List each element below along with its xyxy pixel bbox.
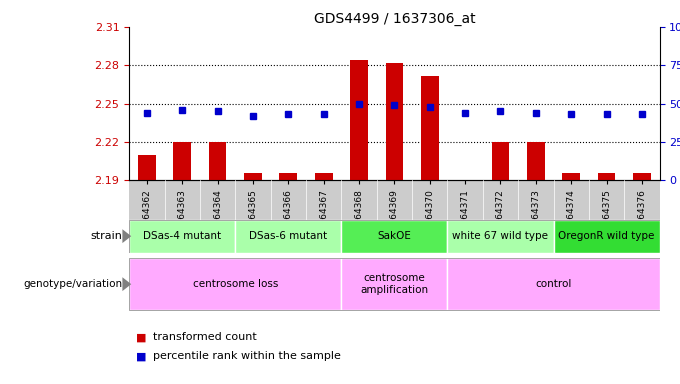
Text: centrosome loss: centrosome loss bbox=[192, 279, 278, 289]
Text: SakOE: SakOE bbox=[377, 231, 411, 241]
Bar bbox=[173, 142, 191, 180]
Title: GDS4499 / 1637306_at: GDS4499 / 1637306_at bbox=[313, 12, 475, 26]
Bar bbox=[562, 173, 580, 180]
Bar bbox=[279, 173, 297, 180]
Text: percentile rank within the sample: percentile rank within the sample bbox=[153, 351, 341, 361]
FancyBboxPatch shape bbox=[447, 220, 554, 253]
Text: OregonR wild type: OregonR wild type bbox=[558, 231, 655, 241]
Text: DSas-6 mutant: DSas-6 mutant bbox=[250, 231, 327, 241]
Bar bbox=[598, 173, 615, 180]
Text: genotype/variation: genotype/variation bbox=[23, 279, 122, 289]
Bar bbox=[138, 155, 156, 180]
Text: ■: ■ bbox=[136, 332, 146, 342]
Bar bbox=[386, 63, 403, 180]
FancyBboxPatch shape bbox=[235, 220, 341, 253]
Bar bbox=[527, 142, 545, 180]
Bar bbox=[421, 76, 439, 180]
FancyBboxPatch shape bbox=[554, 220, 660, 253]
Text: white 67 wild type: white 67 wild type bbox=[452, 231, 549, 241]
Text: control: control bbox=[535, 279, 572, 289]
FancyBboxPatch shape bbox=[341, 220, 447, 253]
FancyBboxPatch shape bbox=[447, 258, 660, 310]
Bar bbox=[209, 142, 226, 180]
Bar bbox=[492, 142, 509, 180]
FancyBboxPatch shape bbox=[129, 258, 341, 310]
FancyBboxPatch shape bbox=[129, 220, 235, 253]
FancyBboxPatch shape bbox=[341, 258, 447, 310]
Text: DSas-4 mutant: DSas-4 mutant bbox=[143, 231, 221, 241]
Text: centrosome
amplification: centrosome amplification bbox=[360, 273, 428, 295]
Bar bbox=[244, 173, 262, 180]
Text: strain: strain bbox=[90, 231, 122, 241]
Bar bbox=[350, 60, 368, 180]
Bar bbox=[633, 173, 651, 180]
Bar bbox=[315, 173, 333, 180]
Text: transformed count: transformed count bbox=[153, 332, 257, 342]
Text: ■: ■ bbox=[136, 351, 146, 361]
